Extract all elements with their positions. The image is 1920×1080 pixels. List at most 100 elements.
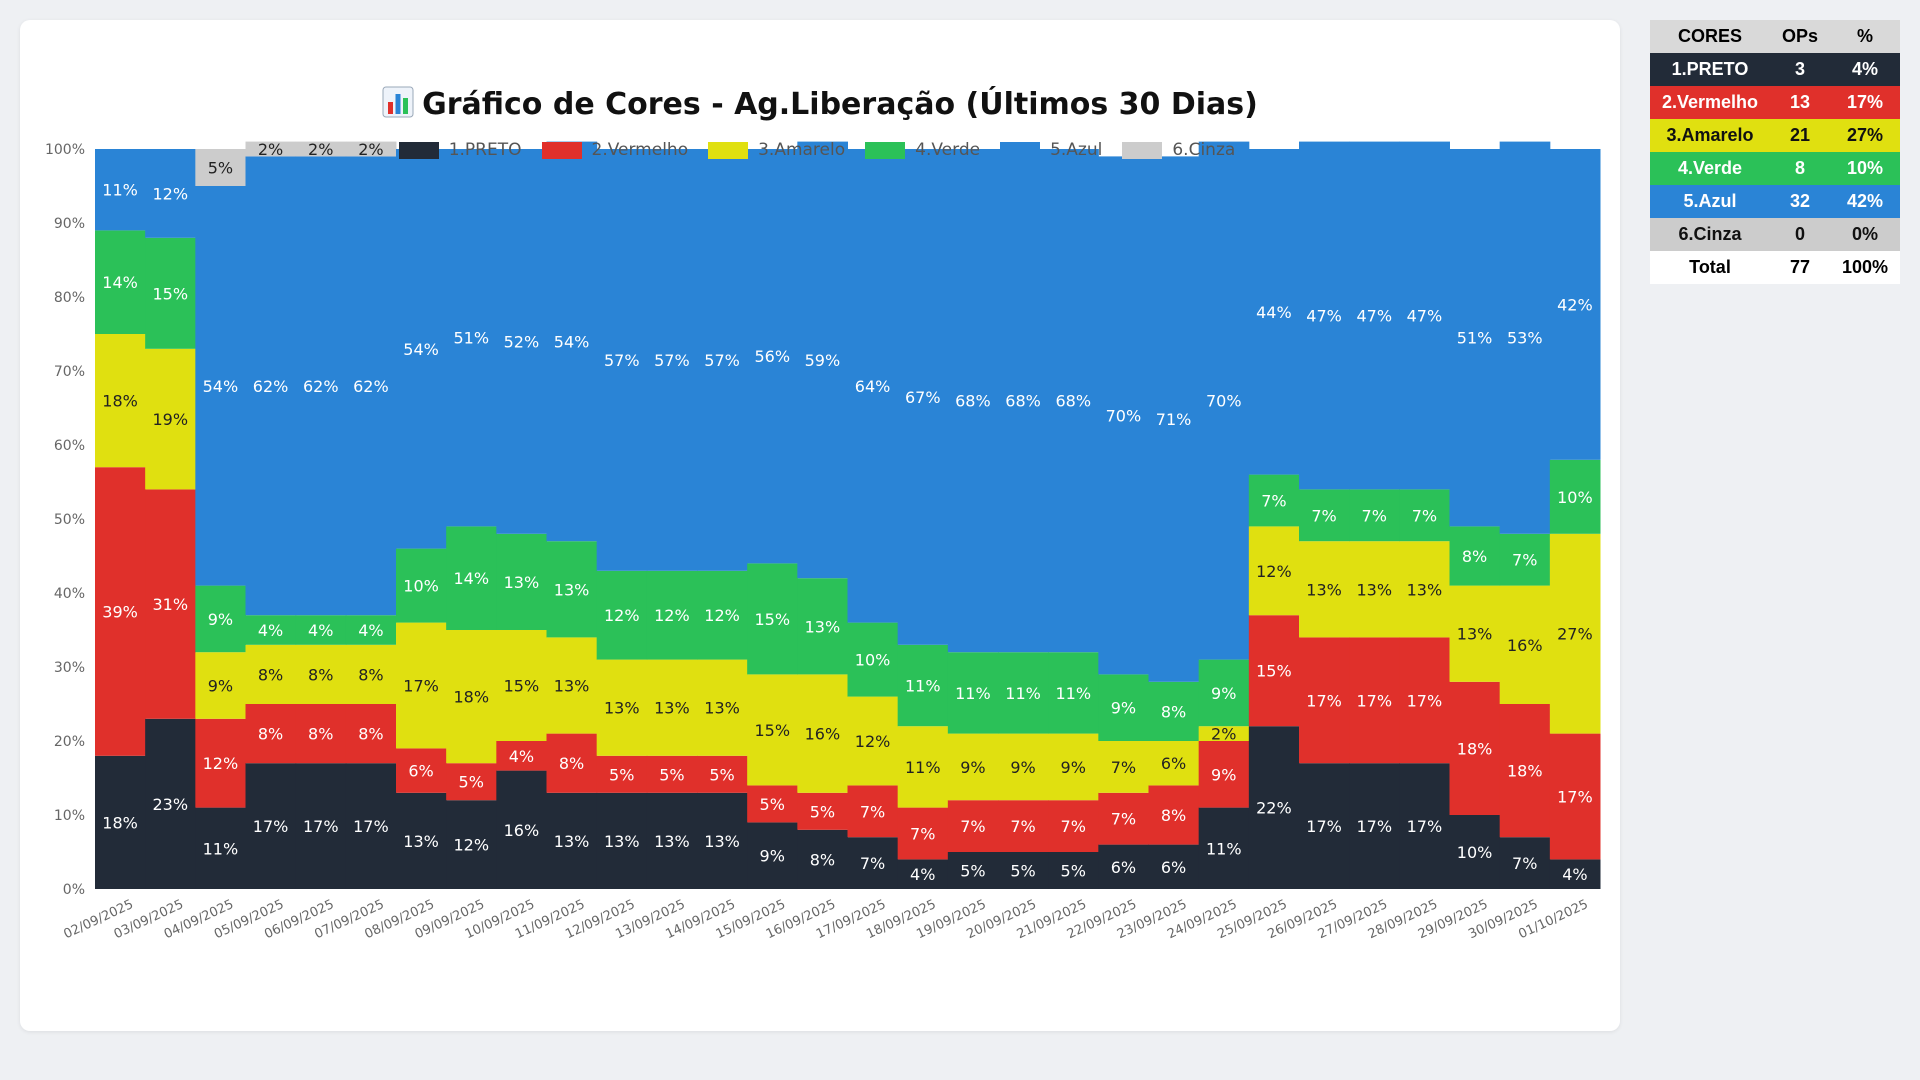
bar-segment	[596, 792, 648, 889]
chart-canvas: 0% 10% 20% 30% 40% 50% 60% 70% 80% 90% 100% 18% 39% 1…	[45, 140, 1601, 942]
bar-segment	[596, 659, 648, 756]
bar-segment	[1499, 704, 1551, 838]
data-label: 51%	[453, 329, 489, 348]
data-label: 9%	[1211, 765, 1236, 784]
cell-cor: 6.Cinza	[1678, 224, 1742, 244]
bar-segment	[847, 837, 899, 889]
bar-segment	[947, 800, 999, 852]
summary-row: 1.PRETO 3 4%	[1650, 53, 1900, 86]
cell-cor: 4.Verde	[1677, 158, 1743, 178]
cell-cor: 2.Vermelho	[1661, 92, 1759, 112]
bar-segment	[295, 763, 347, 889]
data-label: 8%	[308, 725, 333, 744]
data-label: 54%	[203, 377, 239, 396]
data-label: 57%	[604, 351, 640, 370]
data-label: 17%	[1306, 691, 1342, 710]
data-label: 68%	[955, 392, 991, 411]
bar-segment	[1549, 533, 1601, 734]
bar-segment	[245, 156, 297, 616]
data-label: 7%	[1261, 492, 1286, 511]
data-label: 13%	[504, 573, 540, 592]
bar-segment	[295, 615, 347, 645]
bar-segment	[998, 149, 1049, 653]
data-label: 68%	[1005, 392, 1041, 411]
y-tick-label: 10%	[54, 808, 85, 824]
bar-segment	[245, 615, 297, 645]
data-label: 13%	[403, 832, 439, 851]
bar-segment	[195, 186, 246, 586]
data-label: 7%	[860, 802, 885, 821]
data-label: 56%	[754, 347, 790, 366]
bar-segment	[295, 644, 347, 704]
bar-segment	[1198, 741, 1250, 808]
bar-segment	[697, 149, 748, 571]
y-tick-label: 20%	[54, 734, 85, 750]
data-label: 42%	[1557, 295, 1593, 314]
summary-row: 2.Vermelho 13 17%	[1650, 86, 1900, 119]
bar-segment	[546, 637, 598, 734]
bar-segment	[1349, 141, 1400, 490]
summary-row: 6.Cinza 0 0%	[1650, 218, 1900, 251]
data-label: 16%	[805, 725, 841, 744]
bar-segment	[697, 659, 748, 756]
cell-ops: 32	[1789, 191, 1811, 211]
bar-segment	[797, 792, 848, 830]
data-label: 71%	[1156, 410, 1192, 429]
cell-ops: 77	[1789, 257, 1811, 277]
data-label: 51%	[1457, 329, 1493, 348]
summary-row: 5.Azul 32 42%	[1650, 185, 1900, 218]
y-tick-label: 0%	[63, 882, 85, 898]
data-label: 7%	[1362, 506, 1387, 525]
data-label: 11%	[905, 677, 941, 696]
bar-segment	[245, 141, 297, 157]
data-label: 12%	[855, 732, 891, 751]
data-label: 17%	[1306, 817, 1342, 836]
data-label: 9%	[960, 758, 985, 777]
legend-swatch	[1122, 141, 1163, 159]
bar-segment	[95, 755, 146, 889]
cell-ops: 3	[1794, 59, 1805, 79]
data-label: 7%	[1061, 817, 1086, 836]
bar-segment	[1248, 526, 1300, 616]
data-label: 12%	[1256, 562, 1292, 581]
bar-segment	[1549, 149, 1601, 460]
legend-item[interactable]: 5.Azul	[1000, 140, 1102, 160]
bar-segment	[1148, 156, 1200, 682]
bar-segment	[446, 149, 497, 527]
bar-segment	[345, 615, 397, 645]
bar-segment	[145, 489, 196, 719]
data-label: 15%	[754, 721, 790, 740]
data-label: 4%	[358, 621, 383, 640]
data-label: 13%	[805, 617, 841, 636]
bar-segment	[747, 822, 798, 889]
legend-item[interactable]: 6.Cinza	[1122, 140, 1235, 160]
legend-label: 3.Amarelo	[758, 140, 846, 160]
data-label: 12%	[604, 606, 640, 625]
bar-segment	[1048, 149, 1099, 653]
bar-segment	[1248, 726, 1300, 889]
chart-title: Gráfico de Cores - Ag.Liberação (Últimos…	[20, 86, 1620, 126]
data-label: 11%	[1206, 839, 1242, 858]
bar-segment	[998, 800, 1049, 852]
bar-segment	[1098, 674, 1149, 741]
bar-segment	[897, 807, 949, 860]
bar-segment	[1499, 585, 1551, 704]
bar-segment	[1399, 489, 1450, 542]
legend-item[interactable]: 2.Vermelho	[541, 140, 688, 160]
data-label: 5%	[1010, 862, 1035, 881]
cell-pct: 42%	[1846, 191, 1884, 211]
bar-segment	[496, 533, 547, 630]
legend-swatch	[541, 141, 582, 159]
data-label: 4%	[258, 621, 283, 640]
summary-row: 4.Verde 8 10%	[1650, 152, 1900, 185]
legend-item[interactable]: 3.Amarelo	[708, 140, 845, 160]
bar-segment	[1449, 681, 1501, 815]
data-label: 5%	[609, 765, 634, 784]
data-label: 14%	[102, 273, 138, 292]
bar-segment	[646, 755, 698, 793]
bar-segment	[847, 785, 899, 838]
data-label: 59%	[805, 351, 841, 370]
legend-item[interactable]: 4.Verde	[865, 140, 980, 160]
legend-item[interactable]: 1.PRETO	[398, 140, 522, 160]
bar-segment	[1148, 681, 1200, 741]
